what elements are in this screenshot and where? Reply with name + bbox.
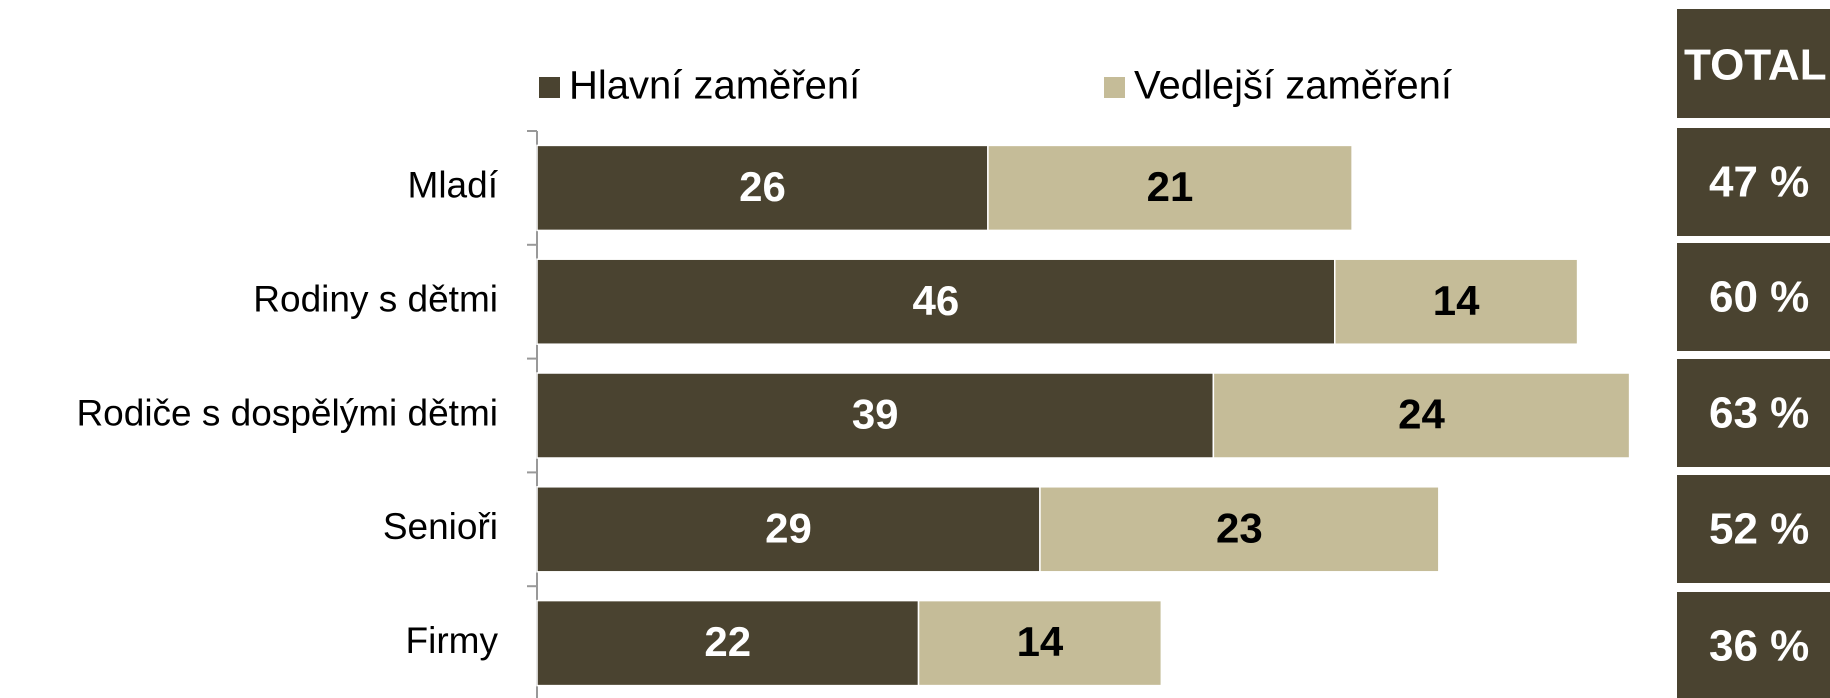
data-label: 23: [1216, 504, 1263, 551]
bar-segment: [1334, 258, 1579, 345]
bar-segment: [987, 144, 1353, 232]
totals-header: TOTAL: [1684, 41, 1827, 90]
y-tick-label: Rodiny s dětmi: [253, 278, 498, 319]
data-label: 21: [1147, 163, 1194, 210]
data-label: 22: [704, 618, 751, 665]
total-label: 36 %: [1709, 622, 1809, 671]
data-label: 24: [1398, 391, 1445, 438]
total-label: 47 %: [1709, 158, 1809, 207]
bar-segment: [536, 599, 920, 687]
total-label: 60 %: [1709, 273, 1809, 322]
data-label: 46: [913, 277, 960, 324]
y-tick-label: Rodiče s dospělými dětmi: [76, 392, 498, 433]
total-box: [1677, 592, 1830, 698]
total-box: [1677, 359, 1830, 467]
bar-segment: [536, 372, 1215, 459]
y-tick-label: Senioři: [383, 506, 498, 547]
y-tick-label: Mladí: [408, 165, 499, 206]
legend-label: Hlavní zaměření: [569, 64, 860, 108]
total-box: [1677, 475, 1830, 583]
bar-segment: [917, 599, 1163, 687]
legend-swatch: [1104, 77, 1125, 98]
bar-segment: [536, 258, 1336, 345]
total-box: [1677, 243, 1830, 351]
data-label: 39: [852, 391, 899, 438]
legend-label: Vedlejší zaměření: [1134, 64, 1452, 108]
data-label: 26: [739, 163, 786, 210]
bar-segment: [536, 144, 989, 232]
bar-segment: [1039, 486, 1440, 573]
totals-header-box: [1677, 9, 1830, 118]
total-box: [1677, 128, 1830, 236]
data-label: 14: [1433, 277, 1480, 324]
legend-swatch: [539, 77, 560, 98]
data-label: 14: [1017, 618, 1064, 665]
bar-segment: [1212, 372, 1631, 459]
y-tick-label: Firmy: [406, 620, 499, 661]
total-label: 63 %: [1709, 389, 1809, 438]
total-label: 52 %: [1709, 505, 1809, 554]
bar-segment: [536, 486, 1041, 573]
data-label: 29: [765, 504, 812, 551]
